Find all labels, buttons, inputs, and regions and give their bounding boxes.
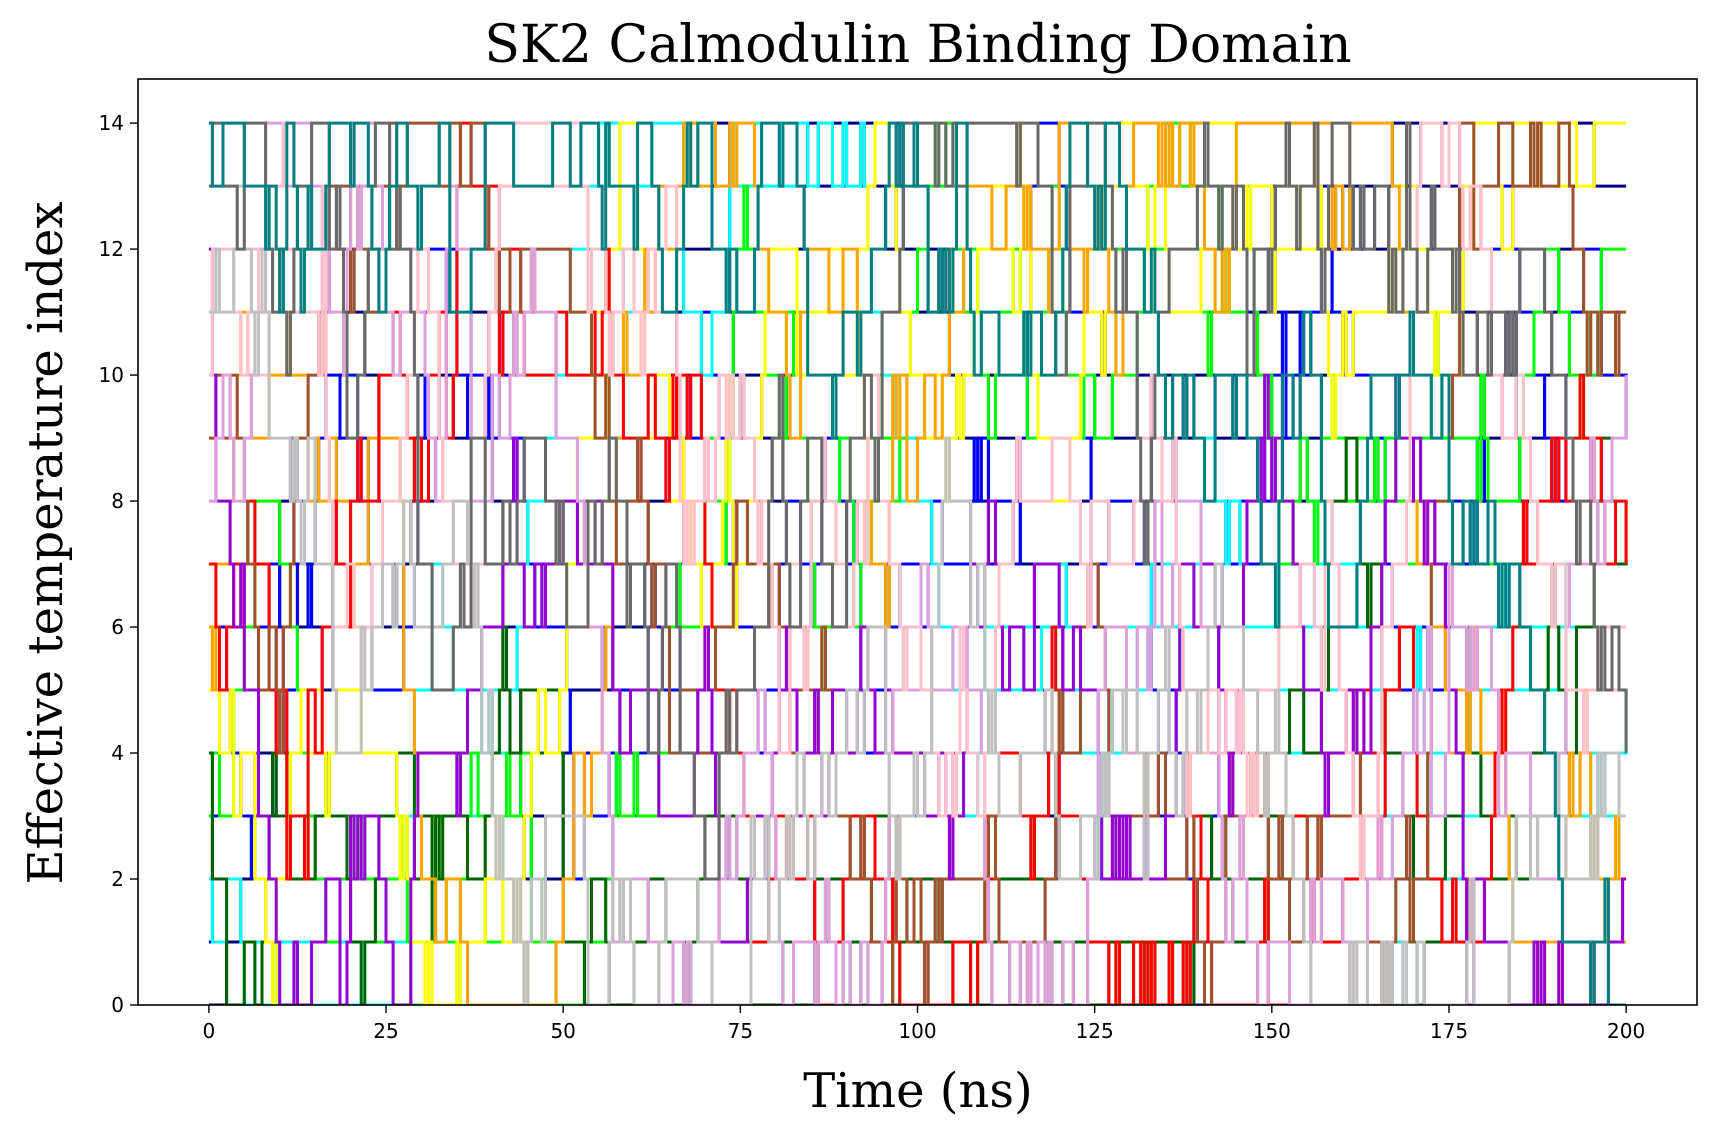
y-tick-label: 14 bbox=[99, 111, 124, 135]
replica-trajectory-line bbox=[208, 436, 1628, 1005]
y-tick-label: 0 bbox=[111, 993, 124, 1017]
replica-trajectory-line bbox=[208, 121, 1628, 881]
replica-trajectory-line bbox=[208, 184, 1627, 1005]
x-tick-label: 75 bbox=[728, 1019, 753, 1043]
x-tick-label: 25 bbox=[373, 1019, 398, 1043]
x-tick-label: 125 bbox=[1076, 1019, 1114, 1043]
y-tick-label: 12 bbox=[99, 237, 124, 261]
chart-title: SK2 Calmodulin Binding Domain bbox=[484, 15, 1351, 75]
replica-trajectory-line bbox=[208, 121, 1627, 1005]
x-tick-label: 100 bbox=[898, 1019, 936, 1043]
replica-trajectory-line bbox=[208, 121, 1627, 1005]
y-tick-label: 2 bbox=[111, 867, 124, 891]
y-tick-label: 4 bbox=[111, 741, 124, 765]
y-tick-label: 6 bbox=[111, 615, 124, 639]
x-tick-label: 50 bbox=[550, 1019, 575, 1043]
replica-trajectory-line bbox=[208, 247, 1627, 1005]
replica-trajectory-line bbox=[208, 121, 1628, 1005]
x-tick-label: 150 bbox=[1253, 1019, 1291, 1043]
replica-trajectory-line bbox=[208, 121, 1627, 1005]
x-tick-label: 0 bbox=[202, 1019, 215, 1043]
replica-trajectory-line bbox=[208, 121, 1627, 881]
plot-area bbox=[208, 121, 1628, 1005]
y-tick-label: 10 bbox=[99, 363, 124, 387]
x-axis: 0 25 50 75 100 125 150 175 200 bbox=[202, 1005, 1645, 1043]
replica-trajectory-line bbox=[208, 121, 1627, 1005]
y-axis: 0 2 4 6 8 10 12 14 bbox=[99, 111, 138, 1017]
x-tick-label: 200 bbox=[1607, 1019, 1645, 1043]
y-axis-label: Effective temperature index bbox=[18, 201, 74, 884]
x-axis-label: Time (ns) bbox=[803, 1063, 1033, 1119]
x-tick-label: 175 bbox=[1430, 1019, 1468, 1043]
y-tick-label: 8 bbox=[111, 489, 124, 513]
